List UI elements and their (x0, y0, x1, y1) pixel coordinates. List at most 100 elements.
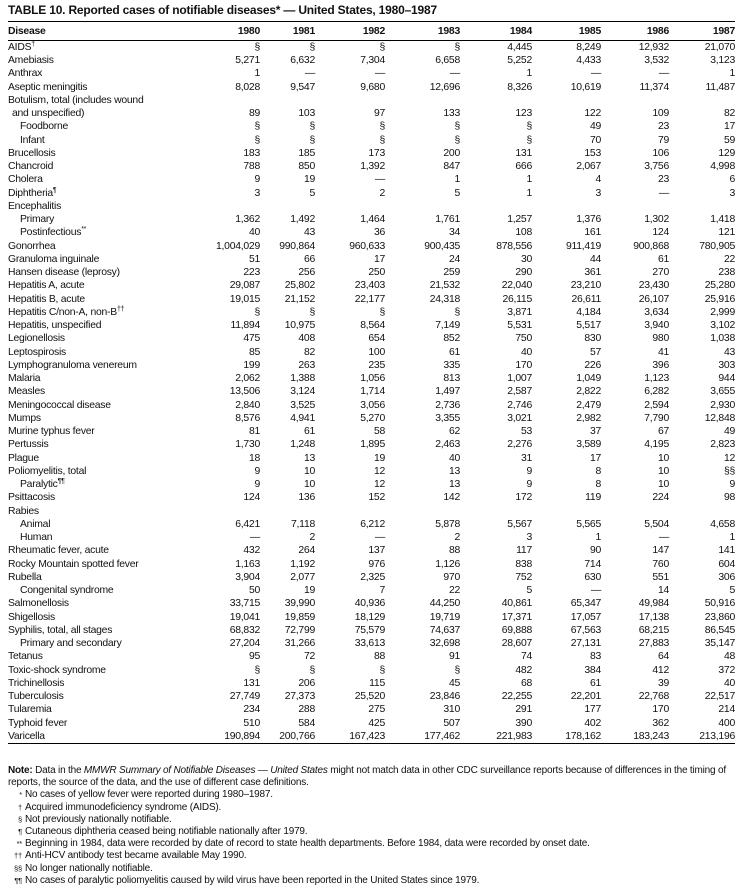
case-count-cell: 74 (520, 651, 532, 663)
disease-name: Varicella (8, 730, 208, 744)
case-count-cell: 10 (303, 465, 315, 477)
table-row: Hansen disease (leprosy) 223 256 250 259 290 3… (8, 266, 735, 279)
case-count-cell: 68,215 (638, 624, 670, 636)
case-count-cell: 412 (652, 664, 669, 676)
case-count-cell: 200,766 (279, 730, 315, 742)
case-count-cell: 3,940 (644, 320, 669, 332)
case-count-cell: § (254, 121, 260, 133)
case-count-cell: 5 (526, 585, 532, 597)
case-count-cell: 86,545 (704, 624, 736, 636)
case-count-cell: 1,248 (290, 439, 315, 451)
case-count-cell: 5,567 (507, 518, 532, 530)
disease-label: Lymphogranuloma venereum (8, 359, 137, 371)
footnote-marker: † (31, 41, 35, 48)
disease-name: Granuloma inguinale (8, 253, 208, 266)
case-count-cell: 2,823 (710, 439, 735, 451)
case-count-cell: 4,195 (644, 439, 669, 451)
disease-name: Hepatitis B, acute (8, 293, 208, 306)
case-count-cell (208, 94, 260, 107)
disease-name: Hepatitis A, acute (8, 279, 208, 292)
table-container: Disease 1980 1981 1982 1983 1984 1985 1986 1987 … (8, 21, 735, 744)
case-count-cell: 23,430 (638, 280, 670, 292)
disease-label: Hepatitis B, acute (8, 293, 85, 305)
footnote: † Acquired immunodeficiency syndrome (AID… (8, 802, 736, 814)
case-count-cell: 432 (243, 545, 260, 557)
case-count-cell: 22,040 (501, 280, 533, 292)
case-count-cell: 49,984 (638, 598, 670, 610)
case-count-cell: 1,714 (360, 386, 385, 398)
case-count-cell: 396 (652, 359, 669, 371)
case-count-cell: 23 (657, 121, 669, 133)
table-row: Toxic-shock syndrome § § § § 482 384 412 372 (8, 664, 735, 677)
case-count-cell: 25,916 (704, 293, 736, 305)
case-count-cell: 32,698 (429, 638, 461, 650)
case-count-cell: 5 (729, 585, 735, 597)
disease-name: Encephalitis (8, 200, 208, 213)
case-count-cell: 61 (303, 426, 315, 438)
case-count-cell: 9 (254, 465, 260, 477)
case-count-cell: 170 (652, 704, 669, 716)
case-count-cell: 3,021 (507, 412, 532, 424)
case-count-cell: 39,990 (284, 598, 316, 610)
case-count-cell: 13 (303, 452, 315, 464)
case-count-cell: 7,149 (435, 320, 460, 332)
case-count-cell: — (658, 532, 669, 544)
case-count-cell: 234 (243, 704, 260, 716)
table-row: Rubella 3,904 2,077 2,325 970 752 630 551 306 (8, 571, 735, 584)
case-count-cell: 6,212 (360, 518, 385, 530)
disease-label: Encephalitis (8, 200, 62, 212)
disease-name: Salmonellosis (8, 597, 208, 610)
table-row: Human — 2 — 2 3 1 — 1 (8, 531, 735, 544)
case-count-cell: 26,115 (502, 293, 532, 305)
disease-name: Diphtheria¶ (8, 187, 208, 200)
case-count-cell: 82 (723, 108, 735, 120)
disease-label: Diphtheria (8, 187, 53, 199)
case-count-cell: 2,479 (576, 399, 601, 411)
case-count-cell: 4 (595, 174, 601, 186)
table-row: Granuloma inguinale 51 66 17 24 30 44 61 22 (8, 253, 735, 266)
case-count-cell: 780,905 (699, 240, 735, 252)
case-count-cell: 68,832 (229, 624, 261, 636)
disease-label: Murine typhus fever (8, 426, 95, 438)
column-header-year: 1985 (578, 25, 601, 37)
table-row: Hepatitis, unspecified 11,894 10,975 8,564 7… (8, 319, 735, 332)
column-header-year: 1984 (509, 25, 532, 37)
case-count-cell: 847 (443, 161, 460, 173)
case-count-cell: 2,930 (710, 399, 735, 411)
disease-name: Primary (8, 213, 208, 226)
case-count-cell: 275 (368, 704, 385, 716)
case-count-cell: 199 (243, 359, 260, 371)
case-count-cell (669, 200, 735, 213)
disease-name: Brucellosis (8, 147, 208, 160)
case-count-cell: — (374, 174, 385, 186)
footnote-mark: † (18, 802, 22, 812)
table-row: Pertussis 1,730 1,248 1,895 2,463 2,276 3,589 4… (8, 438, 735, 451)
case-count-cell (208, 505, 260, 518)
case-count-cell: 9 (254, 479, 260, 491)
footnote-marker: †† (116, 305, 125, 313)
disease-name: Poliomyelitis, total (8, 465, 208, 478)
case-count-cell: 1,362 (235, 214, 260, 226)
case-count-cell: 3,102 (710, 320, 735, 332)
case-count-cell: 33,715 (229, 598, 261, 610)
case-count-cell: 19 (303, 585, 315, 597)
case-count-cell: 2,276 (507, 439, 532, 451)
table-row: Tularemia 234 288 275 310 291 177 170 214 (8, 703, 735, 716)
case-count-cell: — (374, 532, 385, 544)
case-count-cell: 131 (243, 677, 260, 689)
disease-label: Varicella (8, 730, 45, 742)
case-count-cell: 65,347 (570, 598, 602, 610)
disease-name: Legionellosis (8, 332, 208, 345)
case-count-cell: 760 (652, 558, 669, 570)
case-count-cell: 335 (443, 359, 460, 371)
case-count-cell: 131 (515, 147, 532, 159)
table-row: Shigellosis 19,041 19,859 18,129 19,719 17,37… (8, 611, 735, 624)
case-count-cell: 3,904 (235, 571, 260, 583)
table-row: Foodborne § § § § § 49 23 17 (8, 120, 735, 133)
disease-label: Pertussis (8, 439, 49, 451)
case-count-cell: 22,517 (704, 691, 736, 703)
table-row: Hepatitis A, acute 29,087 25,802 23,403 21,5… (8, 279, 735, 292)
case-count-cell: 788 (243, 161, 260, 173)
case-count-cell: 31,266 (284, 638, 316, 650)
disease-name: Paralytic¶¶ (8, 478, 208, 491)
